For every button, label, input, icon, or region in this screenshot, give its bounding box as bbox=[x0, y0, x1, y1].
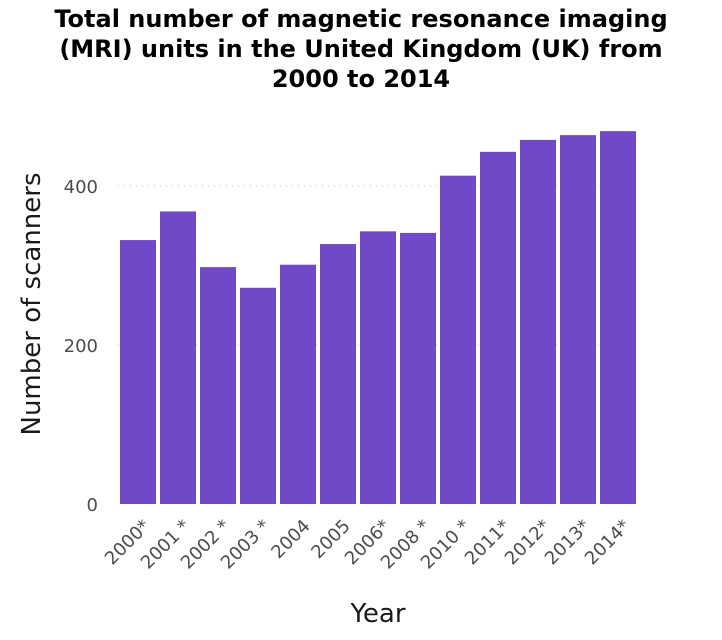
bar-2 bbox=[160, 211, 196, 504]
bar-3 bbox=[200, 267, 236, 504]
bar-4 bbox=[240, 287, 276, 504]
y-tick-label: 400 bbox=[64, 177, 98, 198]
bar-7 bbox=[360, 231, 396, 504]
x-tick-label: 2014* bbox=[581, 516, 635, 570]
bar-12 bbox=[560, 135, 596, 504]
bar-6 bbox=[320, 244, 356, 504]
x-tick-label: 2004 bbox=[267, 516, 314, 563]
chart-title: Total number of magnetic resonance imagi… bbox=[54, 5, 668, 93]
bar-10 bbox=[480, 151, 516, 504]
x-tick-labels: 2000*2001 *2002 *2003 *200420052006*2008… bbox=[101, 516, 635, 574]
bar-11 bbox=[520, 139, 556, 504]
bar-5 bbox=[280, 264, 316, 504]
bar-1 bbox=[120, 240, 156, 504]
bars bbox=[120, 131, 636, 504]
y-tick-labels: 0 200 400 bbox=[64, 177, 98, 516]
x-axis-title: Year bbox=[349, 599, 405, 629]
bar-13 bbox=[600, 131, 636, 504]
bar-9 bbox=[440, 175, 476, 504]
y-tick-label: 0 bbox=[87, 495, 98, 516]
bar-8 bbox=[400, 232, 436, 504]
y-axis-title: Number of scanners bbox=[17, 173, 47, 436]
y-tick-label: 200 bbox=[64, 336, 98, 357]
